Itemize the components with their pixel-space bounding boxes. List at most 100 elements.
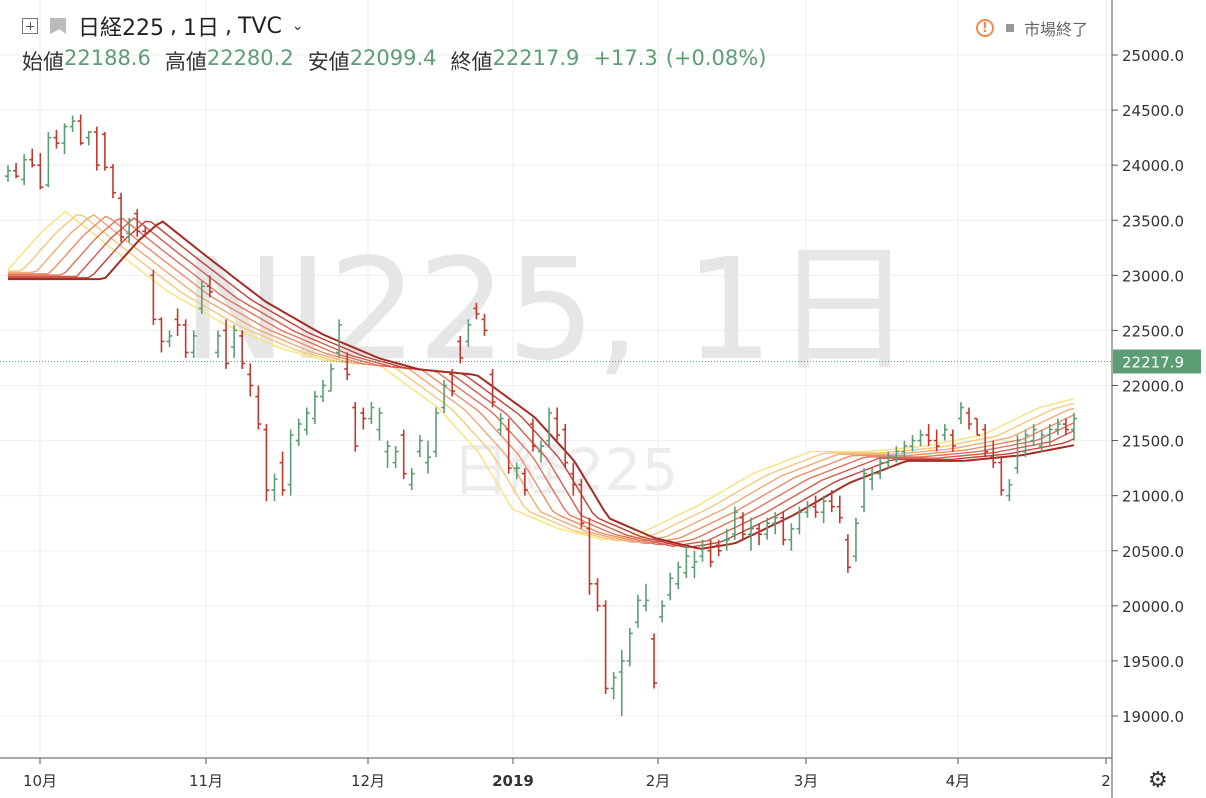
flag-icon[interactable] <box>50 18 66 34</box>
ohlc-bar <box>449 368 456 397</box>
ohlc-bars <box>5 114 1077 716</box>
ohlc-bar <box>231 324 238 358</box>
ohlc-bar <box>691 550 698 579</box>
time-tick-label: 2019 <box>492 772 534 790</box>
compare-plus-icon[interactable] <box>22 18 38 34</box>
price-tick-label: 22000.0 <box>1122 378 1184 396</box>
ohlc-bar <box>844 534 851 573</box>
ohlc-bar <box>214 330 221 358</box>
ohlc-bar <box>788 523 795 551</box>
ohlc-bar <box>118 192 125 243</box>
ohlc-bar <box>433 407 440 458</box>
ohlc-bar <box>198 280 205 314</box>
ma-line <box>8 220 1075 550</box>
time-tick-label: 2月 <box>646 772 671 790</box>
ohlc-bar <box>206 275 213 298</box>
ohlc-bar <box>408 468 415 491</box>
ohlc-bar <box>731 506 738 540</box>
ohlc-bar <box>150 269 157 325</box>
ohlc-bar <box>933 429 940 452</box>
time-tick-label: 4月 <box>946 772 971 790</box>
ohlc-bar <box>295 418 302 447</box>
ohlc-bar <box>1062 418 1069 436</box>
low-label: 安値 <box>307 50 350 74</box>
ohlc-bar <box>190 330 197 358</box>
ohlc-bar <box>166 330 173 347</box>
ohlc-bar <box>457 335 464 364</box>
ohlc-bar <box>901 440 908 458</box>
ohlc-bar <box>828 490 835 513</box>
ohlc-bar <box>45 132 52 188</box>
ohlc-bar <box>538 440 544 463</box>
ohlc-bar <box>85 131 92 146</box>
ohlc-bar <box>707 539 714 568</box>
ohlc-bar <box>812 495 819 518</box>
ohlc-bar <box>869 468 876 491</box>
time-axis[interactable]: 10月 11月 12月 2019 2月 3月 4月 2 <box>23 758 1111 790</box>
close-label: 終値 <box>450 50 493 74</box>
ohlc-bar <box>21 154 28 185</box>
symbol-header[interactable]: 日経225, 1日, TVC ⌄ <box>22 12 304 41</box>
ohlc-bar <box>126 218 133 243</box>
ohlc-bar <box>836 495 843 524</box>
ohlc-bar <box>465 319 472 347</box>
ohlc-bar <box>182 319 189 358</box>
warning-icon[interactable]: ! <box>976 19 994 37</box>
ohlc-bar <box>328 363 335 392</box>
ohlc-bar <box>134 209 141 237</box>
time-tick-label: 2 <box>1101 772 1111 790</box>
price-tick-label: 25000.0 <box>1122 47 1184 65</box>
ohlc-bar <box>909 435 916 452</box>
ohlc-bar <box>659 600 666 623</box>
status-square-icon <box>1006 24 1014 32</box>
ohlc-bar <box>400 429 407 480</box>
ohlc-bar <box>570 462 577 496</box>
ohlc-bar <box>949 429 956 452</box>
ohlc-bar <box>37 153 44 190</box>
ohlc-bar <box>271 473 278 502</box>
ohlc-bar <box>764 517 771 540</box>
change-value: +17.3 <box>593 46 658 70</box>
time-tick-label: 11月 <box>189 772 223 790</box>
status-text: 市場終了 <box>1024 20 1089 39</box>
low-value: 22099.4 <box>349 46 437 70</box>
price-tick-label: 24000.0 <box>1122 157 1184 175</box>
ohlc-bar <box>360 407 367 430</box>
market-status[interactable]: ! 市場終了 <box>976 16 1088 40</box>
price-tick-label: 21000.0 <box>1122 488 1184 506</box>
ohlc-bar <box>29 148 36 168</box>
ohlc-bar <box>820 495 827 524</box>
chevron-down-icon[interactable]: ⌄ <box>291 18 304 34</box>
price-tick-label: 19500.0 <box>1122 653 1184 671</box>
ohlc-bar <box>239 330 246 369</box>
ohlc-bar <box>772 512 779 535</box>
ohlc-bar <box>376 407 383 441</box>
ohlc-bar <box>101 132 108 171</box>
ohlc-bar <box>756 523 763 546</box>
ohlc-bar <box>489 368 496 408</box>
ohlc-bar <box>1038 429 1045 452</box>
ohlc-bar <box>578 479 585 529</box>
ohlc-bar <box>1014 435 1021 474</box>
close-value: 22217.9 <box>492 46 580 70</box>
ohlc-bar <box>93 126 100 171</box>
time-tick-label: 10月 <box>23 772 57 790</box>
ohlc-bar <box>263 424 270 502</box>
ohlc-legend: 始値 22188.6 高値 22280.2 安値 22099.4 終値 22217.9 … <box>22 46 774 76</box>
ohlc-bar <box>885 451 892 469</box>
ohlc-bar <box>77 114 84 146</box>
last-price-text: 22217.9 <box>1122 353 1184 371</box>
ohlc-bar <box>667 572 674 601</box>
ohlc-bar <box>1030 424 1037 447</box>
price-axis[interactable]: 25000.0 24500.0 24000.0 23500.0 23000.0 22500… <box>1112 47 1184 726</box>
ohlc-bar <box>303 407 310 436</box>
ohlc-bar <box>424 440 431 474</box>
watermark-symbol: NI225, 1日 <box>182 229 913 392</box>
gear-icon[interactable]: ⚙ <box>1148 768 1168 793</box>
ohlc-bar <box>998 457 1005 496</box>
ohlc-bar <box>562 424 569 469</box>
ohlc-bar <box>416 435 423 458</box>
ohlc-bar <box>69 115 76 133</box>
ohlc-bar <box>957 402 964 425</box>
